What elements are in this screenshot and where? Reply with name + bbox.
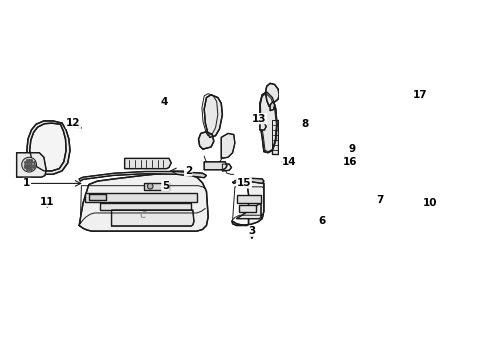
Polygon shape <box>240 205 256 212</box>
Text: 15: 15 <box>237 178 251 188</box>
Polygon shape <box>221 134 235 158</box>
Polygon shape <box>89 194 106 200</box>
Polygon shape <box>79 173 208 231</box>
Polygon shape <box>27 121 70 174</box>
Circle shape <box>22 157 37 172</box>
Text: 16: 16 <box>343 157 358 167</box>
Text: 8: 8 <box>301 119 308 129</box>
Polygon shape <box>266 84 279 106</box>
Polygon shape <box>260 123 266 130</box>
Polygon shape <box>30 123 66 171</box>
Polygon shape <box>232 181 264 225</box>
Polygon shape <box>272 120 278 154</box>
Text: 13: 13 <box>252 114 267 123</box>
Polygon shape <box>237 195 261 203</box>
Circle shape <box>147 183 153 189</box>
Polygon shape <box>204 162 227 170</box>
Polygon shape <box>260 92 277 153</box>
Text: 2: 2 <box>185 166 192 176</box>
Text: 14: 14 <box>282 157 297 167</box>
Text: 3: 3 <box>248 226 256 236</box>
Text: 10: 10 <box>422 198 437 208</box>
Text: 7: 7 <box>377 195 384 205</box>
Text: 4: 4 <box>161 96 168 107</box>
Polygon shape <box>237 204 261 219</box>
Polygon shape <box>222 164 231 171</box>
Text: 6: 6 <box>318 216 325 226</box>
Text: 5: 5 <box>162 181 169 191</box>
Polygon shape <box>100 203 191 210</box>
Polygon shape <box>85 193 197 202</box>
Text: 11: 11 <box>40 197 54 207</box>
Polygon shape <box>233 178 264 183</box>
Polygon shape <box>144 183 169 190</box>
Polygon shape <box>124 158 171 168</box>
Polygon shape <box>270 102 275 111</box>
Text: 1: 1 <box>23 179 30 188</box>
Polygon shape <box>112 210 194 226</box>
Text: c: c <box>139 208 146 221</box>
Polygon shape <box>17 153 46 177</box>
Text: 17: 17 <box>413 90 427 100</box>
Text: 9: 9 <box>348 144 356 154</box>
Polygon shape <box>204 95 222 138</box>
Polygon shape <box>79 171 206 181</box>
Polygon shape <box>198 132 214 149</box>
Text: 12: 12 <box>66 118 81 128</box>
